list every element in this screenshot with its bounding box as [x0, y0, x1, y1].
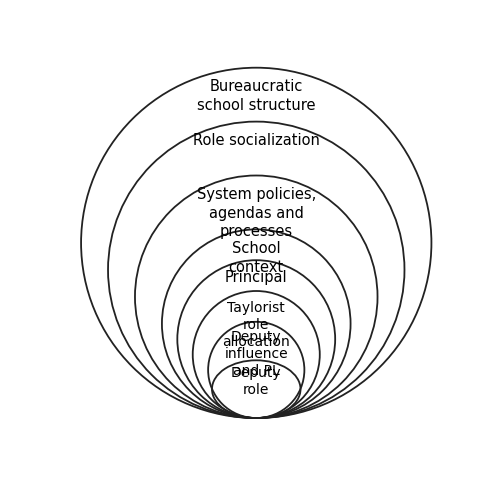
- Text: Role socialization: Role socialization: [193, 133, 320, 148]
- Text: Taylorist
role
allocation: Taylorist role allocation: [222, 300, 290, 349]
- Text: School
context: School context: [228, 241, 284, 274]
- Text: System policies,
agendas and
processes: System policies, agendas and processes: [196, 187, 316, 240]
- Text: Principal: Principal: [225, 270, 288, 285]
- Text: Deputy
influence
and PL: Deputy influence and PL: [224, 330, 288, 378]
- Text: Bureaucratic
school structure: Bureaucratic school structure: [197, 79, 316, 113]
- Text: Deputy
role: Deputy role: [231, 366, 281, 398]
